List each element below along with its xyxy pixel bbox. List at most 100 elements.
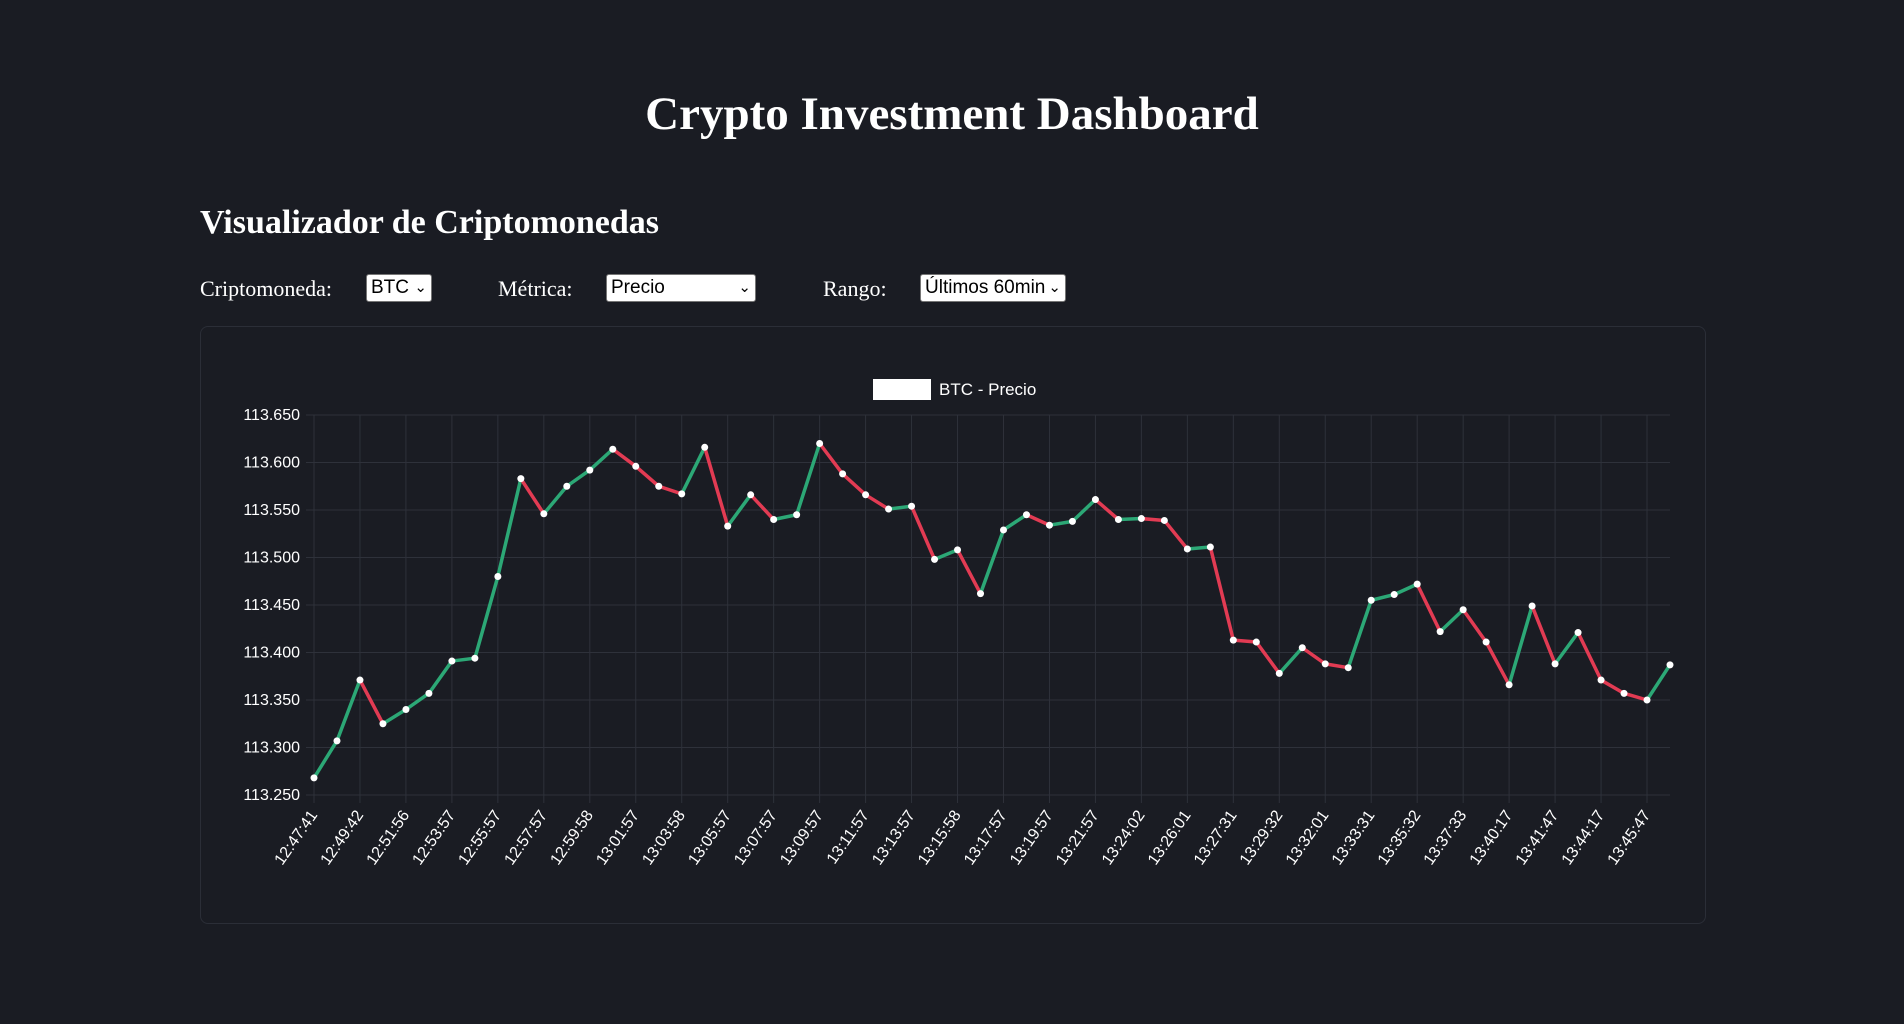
x-tick-label: 13:24:02 [1099, 807, 1149, 868]
line-segment-up [1001, 513, 1029, 532]
data-point [563, 482, 571, 490]
line-segment-down [1208, 545, 1236, 642]
range-select[interactable]: Últimos 60min ⌄ [920, 274, 1066, 302]
x-axis: 12:47:4112:49:4212:51:5612:53:5712:55:57… [272, 807, 1655, 868]
line-segment-up [886, 504, 914, 511]
data-point [471, 654, 479, 662]
data-point [1183, 545, 1191, 553]
line-segment-up [771, 513, 799, 522]
data-point [609, 445, 617, 453]
line-segment-up [542, 484, 569, 516]
line-segment-up [1116, 516, 1144, 522]
line-segment-up [1645, 663, 1672, 702]
data-point [793, 511, 801, 519]
y-tick-label: 113.250 [243, 787, 300, 804]
line-segment-up [1438, 608, 1465, 634]
line-segment-down [1599, 678, 1626, 696]
data-point [1091, 496, 1099, 504]
x-tick-label: 13:40:17 [1467, 807, 1517, 868]
data-point [816, 440, 824, 447]
metric-select-value: Precio [611, 277, 665, 298]
data-point [1206, 543, 1214, 551]
metric-label: Métrica: [498, 276, 573, 301]
line-segment-down [1530, 604, 1557, 666]
x-tick-label: 13:15:58 [915, 807, 965, 868]
data-point [379, 720, 387, 728]
y-tick-label: 113.300 [243, 740, 300, 757]
data-point [908, 502, 916, 510]
data-point [701, 443, 709, 451]
line-segment-up [1047, 519, 1075, 527]
chart-legend[interactable]: BTC - Precio [873, 379, 1036, 400]
line-segment-up [496, 476, 523, 579]
data-point [931, 555, 939, 563]
data-point [977, 590, 985, 598]
data-point [1620, 689, 1628, 697]
data-point [1459, 606, 1467, 614]
data-point [1137, 515, 1145, 523]
line-segment-down [1576, 630, 1603, 682]
line-segment-up [679, 445, 707, 496]
line-segment-up [473, 574, 500, 660]
data-point [678, 490, 686, 498]
x-tick-label: 13:44:17 [1559, 807, 1609, 868]
data-point [655, 482, 663, 490]
data-point [1068, 517, 1076, 525]
data-point [747, 491, 755, 499]
data-point [1574, 629, 1582, 637]
data-point [517, 475, 525, 483]
data-point [1505, 681, 1513, 689]
line-segment-up [588, 447, 615, 472]
line-segment-down [1300, 646, 1328, 666]
y-tick-label: 113.350 [243, 692, 300, 709]
data-point [1321, 660, 1329, 668]
crypto-select[interactable]: BTC ⌄ [366, 274, 432, 302]
data-point [425, 689, 433, 697]
x-tick-label: 13:21:57 [1053, 807, 1103, 868]
data-point [540, 510, 548, 518]
data-point [1666, 661, 1674, 669]
line-segment-up [1185, 545, 1213, 551]
price-chart: 113.250 113.300 113.350 113.400 113.450 113.5… [243, 379, 1674, 868]
line-segment-down [634, 464, 661, 488]
data-point [885, 505, 893, 513]
line-segment-up [1369, 592, 1396, 602]
data-point [1643, 696, 1651, 704]
range-label: Rango: [823, 276, 887, 301]
crypto-label: Criptomoneda: [200, 276, 332, 301]
line-segment-up [978, 528, 1006, 596]
x-tick-label: 13:07:57 [731, 807, 781, 868]
metric-select[interactable]: Precio ⌄ [606, 274, 756, 302]
x-tick-label: 12:55:57 [455, 807, 505, 868]
x-tick-label: 13:05:57 [685, 807, 735, 868]
data-point [1114, 516, 1122, 523]
x-tick-label: 13:13:57 [869, 807, 919, 868]
line-segment-up [1277, 646, 1305, 676]
line-segment-down [1415, 582, 1442, 634]
data-point [402, 706, 410, 713]
line-segment-down [358, 678, 385, 726]
page-title: Crypto Investment Dashboard [645, 88, 1259, 140]
data-point [1528, 602, 1536, 610]
x-tick-label: 13:03:58 [639, 807, 689, 868]
data-point [1160, 516, 1168, 524]
x-tick-label: 13:32:01 [1283, 807, 1333, 868]
line-segment-down [519, 476, 546, 516]
line-segment-down [1622, 691, 1649, 702]
x-tick-label: 12:53:57 [410, 807, 460, 868]
chart-grid [306, 414, 1670, 803]
line-segment-down [702, 445, 730, 528]
x-tick-label: 13:26:01 [1145, 807, 1195, 868]
x-tick-label: 12:47:41 [272, 807, 322, 868]
x-tick-label: 13:41:47 [1513, 807, 1563, 868]
x-tick-label: 13:11:57 [824, 807, 873, 867]
data-point [724, 522, 732, 530]
line-segment-up [1346, 598, 1373, 670]
y-axis: 113.250 113.300 113.350 113.400 113.450 113.5… [243, 407, 300, 804]
chart-card: 113.250 113.300 113.350 113.400 113.450 113.5… [200, 326, 1706, 924]
x-tick-label: 12:59:58 [547, 807, 597, 868]
y-tick-label: 113.600 [243, 455, 300, 472]
chevron-down-icon: ⌄ [738, 279, 751, 296]
line-segment-up [404, 691, 431, 712]
data-point [1022, 511, 1030, 519]
